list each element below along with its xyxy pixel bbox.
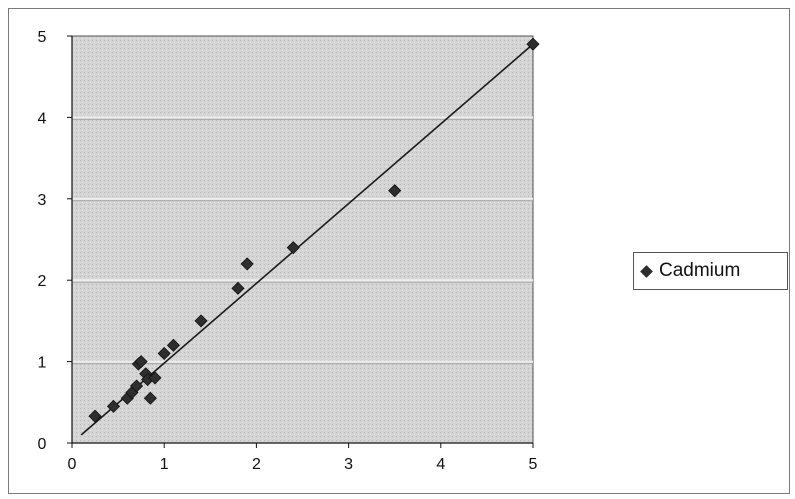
x-tick-label: 3 <box>344 456 353 473</box>
gridlines <box>72 116 533 365</box>
trendline <box>80 43 534 436</box>
x-tick-labels: 0 1 2 3 4 5 <box>68 456 538 473</box>
data-point <box>157 346 171 361</box>
data-point <box>148 371 162 385</box>
data-point <box>88 409 102 423</box>
x-tick-label: 5 <box>529 456 538 473</box>
data-point <box>106 399 121 413</box>
data-point <box>526 37 540 51</box>
legend-label: Cadmium <box>659 260 741 281</box>
trendline-group <box>80 43 534 436</box>
x-tick-label: 0 <box>68 456 77 473</box>
data-point <box>231 281 245 295</box>
y-tick-label: 3 <box>38 192 47 209</box>
y-tick-labels: 0 1 2 3 4 5 <box>38 29 47 453</box>
axes <box>67 35 534 448</box>
data-point <box>143 391 157 405</box>
plot-area <box>71 35 534 444</box>
y-tick-label: 5 <box>38 29 47 46</box>
data-point <box>129 379 144 393</box>
data-point <box>134 355 148 369</box>
data-point <box>166 338 180 352</box>
data-point <box>388 184 402 198</box>
legend: Cadmium <box>633 252 788 290</box>
y-tick-label: 1 <box>38 355 47 372</box>
data-point <box>240 257 254 271</box>
x-tick-label: 2 <box>252 456 261 473</box>
y-tick-label: 0 <box>38 436 47 453</box>
y-tick-label: 2 <box>38 273 47 290</box>
legend-marker-diamond-icon <box>640 264 653 278</box>
y-tick-label: 4 <box>38 110 47 127</box>
data-point <box>286 241 300 255</box>
data-point <box>194 314 208 328</box>
x-tick-label: 1 <box>160 456 169 473</box>
data-points <box>88 37 540 423</box>
x-tick-label: 4 <box>436 456 445 473</box>
